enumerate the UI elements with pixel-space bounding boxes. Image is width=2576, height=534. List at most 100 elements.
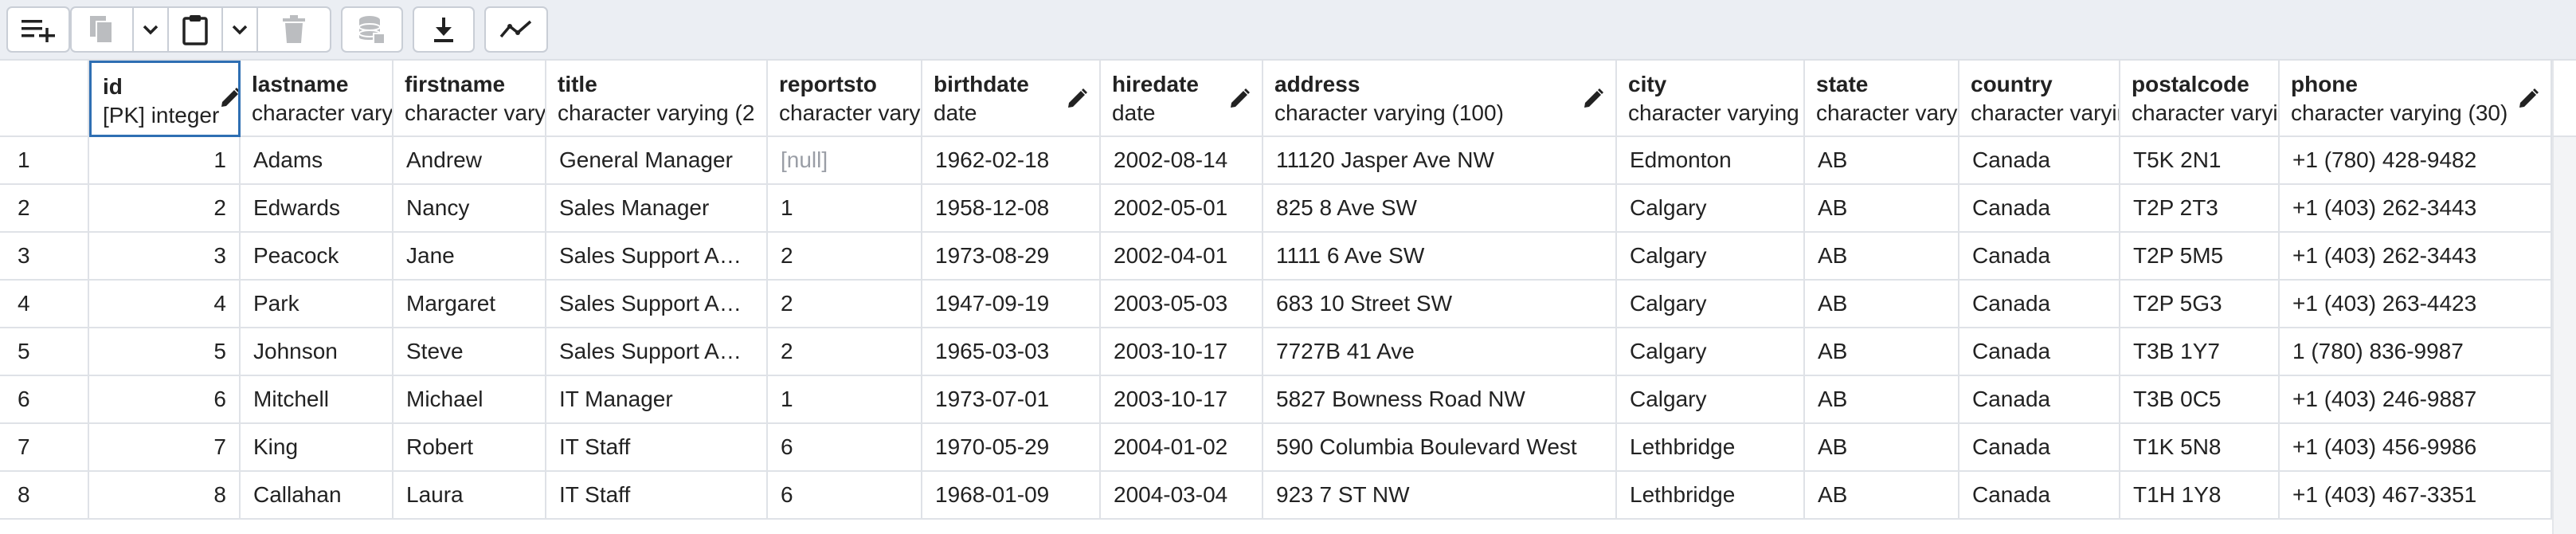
cell-title[interactable]: IT Staff (546, 472, 768, 520)
cell-reportsto[interactable]: 2 (768, 281, 922, 328)
cell-firstname[interactable]: Michael (393, 376, 546, 424)
cell-postalcode[interactable]: T3B 1Y7 (2120, 328, 2280, 376)
cell-address[interactable]: 1111 6 Ave SW (1263, 233, 1617, 281)
cell-state[interactable]: AB (1805, 472, 1959, 520)
cell-birthdate[interactable]: 1973-08-29 (922, 233, 1101, 281)
cell-address[interactable]: 590 Columbia Boulevard West (1263, 424, 1617, 472)
row-number[interactable]: 4 (0, 281, 89, 328)
cell-reportsto[interactable]: 6 (768, 472, 922, 520)
row-number[interactable]: 6 (0, 376, 89, 424)
cell-id[interactable]: 5 (89, 328, 241, 376)
cell-postalcode[interactable]: T5K 2N1 (2120, 137, 2280, 185)
cell-state[interactable]: AB (1805, 376, 1959, 424)
row-number[interactable]: 3 (0, 233, 89, 281)
cell-title[interactable]: Sales Manager (546, 185, 768, 233)
cell-firstname[interactable]: Laura (393, 472, 546, 520)
row-number-header[interactable] (0, 61, 89, 137)
row-number[interactable]: 1 (0, 137, 89, 185)
cell-hiredate[interactable]: 2002-08-14 (1101, 137, 1263, 185)
cell-title[interactable]: Sales Support Agent (546, 281, 768, 328)
vertical-scrollbar[interactable] (2552, 137, 2576, 534)
cell-title[interactable]: IT Staff (546, 424, 768, 472)
cell-city[interactable]: Calgary (1617, 376, 1805, 424)
cell-hiredate[interactable]: 2002-04-01 (1101, 233, 1263, 281)
cell-title[interactable]: Sales Support Agent (546, 233, 768, 281)
cell-postalcode[interactable]: T2P 5G3 (2120, 281, 2280, 328)
cell-phone[interactable]: +1 (780) 428-9482 (2280, 137, 2552, 185)
cell-address[interactable]: 825 8 Ave SW (1263, 185, 1617, 233)
cell-state[interactable]: AB (1805, 424, 1959, 472)
cell-city[interactable]: Calgary (1617, 328, 1805, 376)
cell-reportsto[interactable]: 2 (768, 328, 922, 376)
cell-city[interactable]: Lethbridge (1617, 472, 1805, 520)
cell-phone[interactable]: +1 (403) 262-3443 (2280, 185, 2552, 233)
column-header-birthdate[interactable]: birthdate date (922, 61, 1101, 137)
cell-lastname[interactable]: Callahan (241, 472, 393, 520)
cell-country[interactable]: Canada (1959, 328, 2120, 376)
cell-hiredate[interactable]: 2003-10-17 (1101, 328, 1263, 376)
cell-hiredate[interactable]: 2004-01-02 (1101, 424, 1263, 472)
cell-postalcode[interactable]: T3B 0C5 (2120, 376, 2280, 424)
cell-city[interactable]: Calgary (1617, 233, 1805, 281)
cell-birthdate[interactable]: 1968-01-09 (922, 472, 1101, 520)
cell-state[interactable]: AB (1805, 137, 1959, 185)
cell-reportsto[interactable]: 2 (768, 233, 922, 281)
cell-state[interactable]: AB (1805, 281, 1959, 328)
column-header-hiredate[interactable]: hiredate date (1101, 61, 1263, 137)
cell-country[interactable]: Canada (1959, 376, 2120, 424)
cell-reportsto[interactable]: 1 (768, 185, 922, 233)
cell-postalcode[interactable]: T2P 2T3 (2120, 185, 2280, 233)
column-header-reportsto[interactable]: reportsto character varying (768, 61, 922, 137)
cell-id[interactable]: 2 (89, 185, 241, 233)
column-header-phone[interactable]: phone character varying (30) (2280, 61, 2552, 137)
cell-city[interactable]: Calgary (1617, 281, 1805, 328)
paste-button[interactable] (169, 8, 223, 51)
cell-lastname[interactable]: Edwards (241, 185, 393, 233)
cell-postalcode[interactable]: T1H 1Y8 (2120, 472, 2280, 520)
cell-address[interactable]: 683 10 Street SW (1263, 281, 1617, 328)
cell-hiredate[interactable]: 2002-05-01 (1101, 185, 1263, 233)
cell-lastname[interactable]: Mitchell (241, 376, 393, 424)
cell-address[interactable]: 5827 Bowness Road NW (1263, 376, 1617, 424)
cell-phone[interactable]: +1 (403) 262-3443 (2280, 233, 2552, 281)
cell-hiredate[interactable]: 2003-05-03 (1101, 281, 1263, 328)
cell-firstname[interactable]: Margaret (393, 281, 546, 328)
paste-options-button[interactable] (223, 8, 258, 51)
column-header-firstname[interactable]: firstname character varying (20) (393, 61, 546, 137)
cell-country[interactable]: Canada (1959, 137, 2120, 185)
cell-birthdate[interactable]: 1965-03-03 (922, 328, 1101, 376)
cell-postalcode[interactable]: T2P 5M5 (2120, 233, 2280, 281)
cell-firstname[interactable]: Robert (393, 424, 546, 472)
cell-lastname[interactable]: King (241, 424, 393, 472)
cell-reportsto[interactable]: 6 (768, 424, 922, 472)
cell-address[interactable]: 923 7 ST NW (1263, 472, 1617, 520)
cell-birthdate[interactable]: 1947-09-19 (922, 281, 1101, 328)
cell-city[interactable]: Edmonton (1617, 137, 1805, 185)
cell-hiredate[interactable]: 2003-10-17 (1101, 376, 1263, 424)
cell-lastname[interactable]: Park (241, 281, 393, 328)
cell-id[interactable]: 3 (89, 233, 241, 281)
cell-birthdate[interactable]: 1970-05-29 (922, 424, 1101, 472)
cell-id[interactable]: 4 (89, 281, 241, 328)
copy-options-button[interactable] (134, 8, 169, 51)
cell-state[interactable]: AB (1805, 185, 1959, 233)
cell-firstname[interactable]: Jane (393, 233, 546, 281)
cell-address[interactable]: 11120 Jasper Ave NW (1263, 137, 1617, 185)
column-header-lastname[interactable]: lastname character varying (20) (241, 61, 393, 137)
cell-id[interactable]: 1 (89, 137, 241, 185)
cell-phone[interactable]: +1 (403) 246-9887 (2280, 376, 2552, 424)
cell-hiredate[interactable]: 2004-03-04 (1101, 472, 1263, 520)
row-number[interactable]: 2 (0, 185, 89, 233)
row-number[interactable]: 7 (0, 424, 89, 472)
cell-firstname[interactable]: Steve (393, 328, 546, 376)
cell-title[interactable]: Sales Support Agent (546, 328, 768, 376)
cell-country[interactable]: Canada (1959, 281, 2120, 328)
cell-postalcode[interactable]: T1K 5N8 (2120, 424, 2280, 472)
cell-phone[interactable]: 1 (780) 836-9987 (2280, 328, 2552, 376)
cell-firstname[interactable]: Andrew (393, 137, 546, 185)
column-header-city[interactable]: city character varying (1617, 61, 1805, 137)
cell-firstname[interactable]: Nancy (393, 185, 546, 233)
column-header-address[interactable]: address character varying (100) (1263, 61, 1617, 137)
copy-button[interactable] (72, 8, 134, 51)
cell-title[interactable]: IT Manager (546, 376, 768, 424)
